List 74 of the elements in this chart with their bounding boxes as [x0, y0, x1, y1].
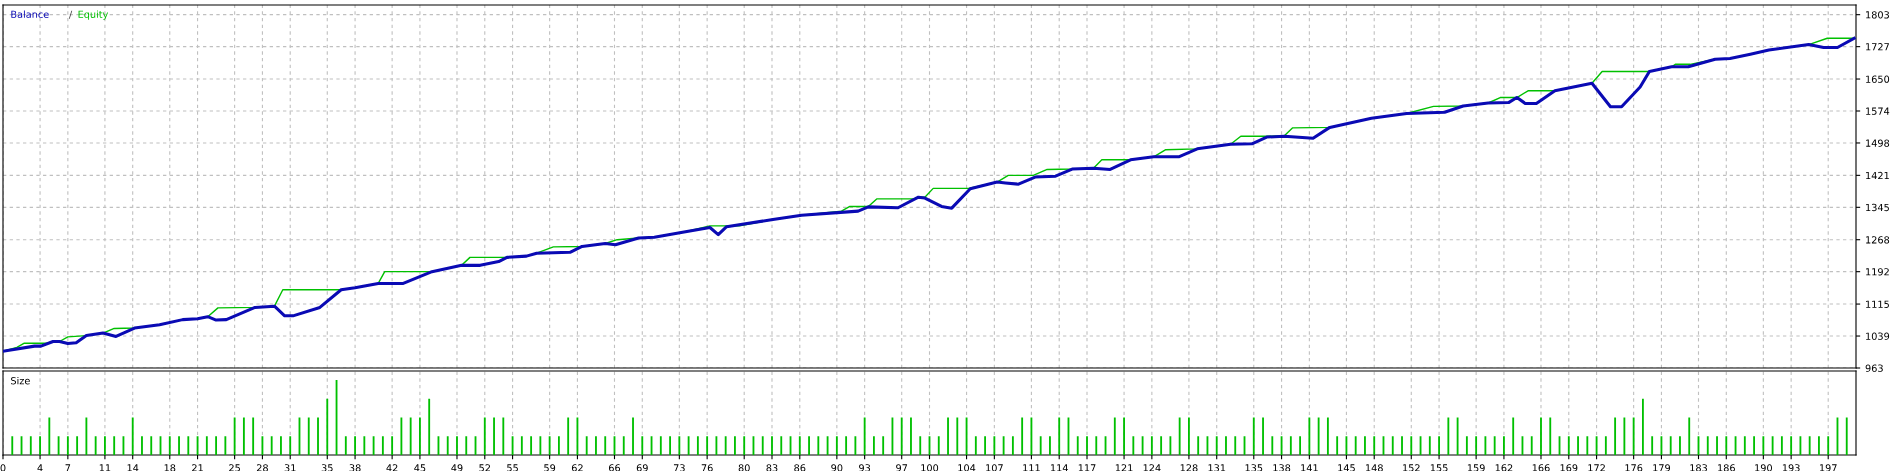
x-tick-label: 138	[1273, 464, 1291, 471]
x-tick-label: 131	[1208, 464, 1226, 471]
x-tick-label: 183	[1690, 464, 1707, 471]
x-tick-label: 66	[608, 464, 621, 471]
x-tick-label: 179	[1653, 464, 1671, 471]
x-tick-label: 97	[896, 464, 908, 471]
x-tick-label: 25	[229, 464, 240, 471]
annotation: /	[68, 10, 73, 19]
x-tick-label: 93	[859, 464, 871, 471]
x-tick-label: 155	[1430, 464, 1448, 471]
x-tick-label: 166	[1532, 464, 1550, 471]
x-tick-label: 52	[479, 464, 490, 471]
x-tick-label: 145	[1338, 464, 1355, 471]
x-tick-label: 11	[99, 464, 111, 471]
y-tick-label: 1498	[1866, 139, 1890, 147]
x-tick-label: 76	[701, 464, 713, 471]
x-tick-label: 186	[1718, 464, 1735, 471]
x-tick-label: 69	[636, 464, 648, 471]
x-tick-label: 28	[256, 464, 268, 471]
y-tick-label: 1345	[1866, 203, 1889, 212]
y-tick-label: 1192	[1866, 268, 1889, 276]
x-tick-label: 197	[1819, 464, 1837, 471]
x-tick-label: 135	[1245, 464, 1263, 471]
x-tick-label: 172	[1588, 464, 1605, 471]
x-tick-label: 86	[794, 464, 806, 471]
x-tick-label: 0	[0, 464, 6, 471]
x-tick-label: 59	[544, 464, 556, 471]
x-tick-label: 14	[127, 464, 139, 471]
x-tick-label: 100	[921, 464, 939, 471]
y-tick-label: 1650	[1866, 75, 1890, 83]
x-tick-label: 111	[1023, 464, 1040, 471]
x-tick-label: 128	[1180, 464, 1198, 471]
text: Balance	[11, 10, 49, 18]
x-tick-label: 162	[1495, 464, 1513, 471]
chart-title: Size	[11, 376, 30, 385]
x-tick-label: 35	[321, 464, 333, 471]
x-tick-label: 193	[1782, 464, 1800, 471]
x-tick-label: 141	[1301, 464, 1318, 471]
y-tick-label: 1039	[1866, 332, 1890, 340]
x-tick-label: 114	[1051, 464, 1068, 471]
y-tick-label: 963	[1865, 364, 1883, 372]
x-tick-label: 117	[1078, 464, 1096, 471]
x-tick-label: 169	[1560, 464, 1578, 471]
text: Equity	[78, 10, 109, 20]
x-tick-label: 55	[507, 464, 518, 471]
x-tick-label: 49	[451, 464, 463, 471]
x-tick-label: 4	[37, 464, 43, 471]
x-tick-label: 80	[738, 464, 750, 471]
y-tick-label: 1115	[1866, 300, 1889, 308]
x-tick-label: 21	[192, 464, 203, 471]
x-tick-label: 62	[571, 464, 583, 471]
x-tick-label: 148	[1366, 464, 1383, 471]
x-tick-label: 121	[1115, 464, 1133, 471]
x-tick-label: 18	[164, 464, 176, 471]
x-tick-label: 31	[284, 464, 296, 471]
x-tick-label: 42	[386, 464, 398, 471]
x-tick-label: 190	[1755, 464, 1772, 471]
x-tick-label: 38	[349, 464, 361, 471]
y-tick-label: 1727	[1866, 43, 1889, 51]
y-tick-label: 1574	[1866, 107, 1890, 115]
x-tick-label: 73	[673, 464, 685, 471]
x-tick-label: 107	[986, 464, 1003, 471]
x-tick-label: 176	[1625, 464, 1643, 471]
x-tick-label: 104	[958, 464, 976, 471]
y-tick-label: 1803	[1866, 11, 1889, 19]
x-tick-label: 7	[65, 464, 71, 471]
x-tick-label: 159	[1467, 464, 1485, 471]
x-tick-label: 124	[1143, 464, 1161, 471]
x-tick-label: 152	[1403, 464, 1420, 471]
x-tick-label: 83	[766, 464, 778, 471]
y-tick-label: 1268	[1866, 236, 1890, 244]
x-tick-label: 90	[831, 464, 843, 471]
x-tick-label: 45	[414, 464, 426, 471]
y-tick-label: 1421	[1866, 171, 1889, 180]
